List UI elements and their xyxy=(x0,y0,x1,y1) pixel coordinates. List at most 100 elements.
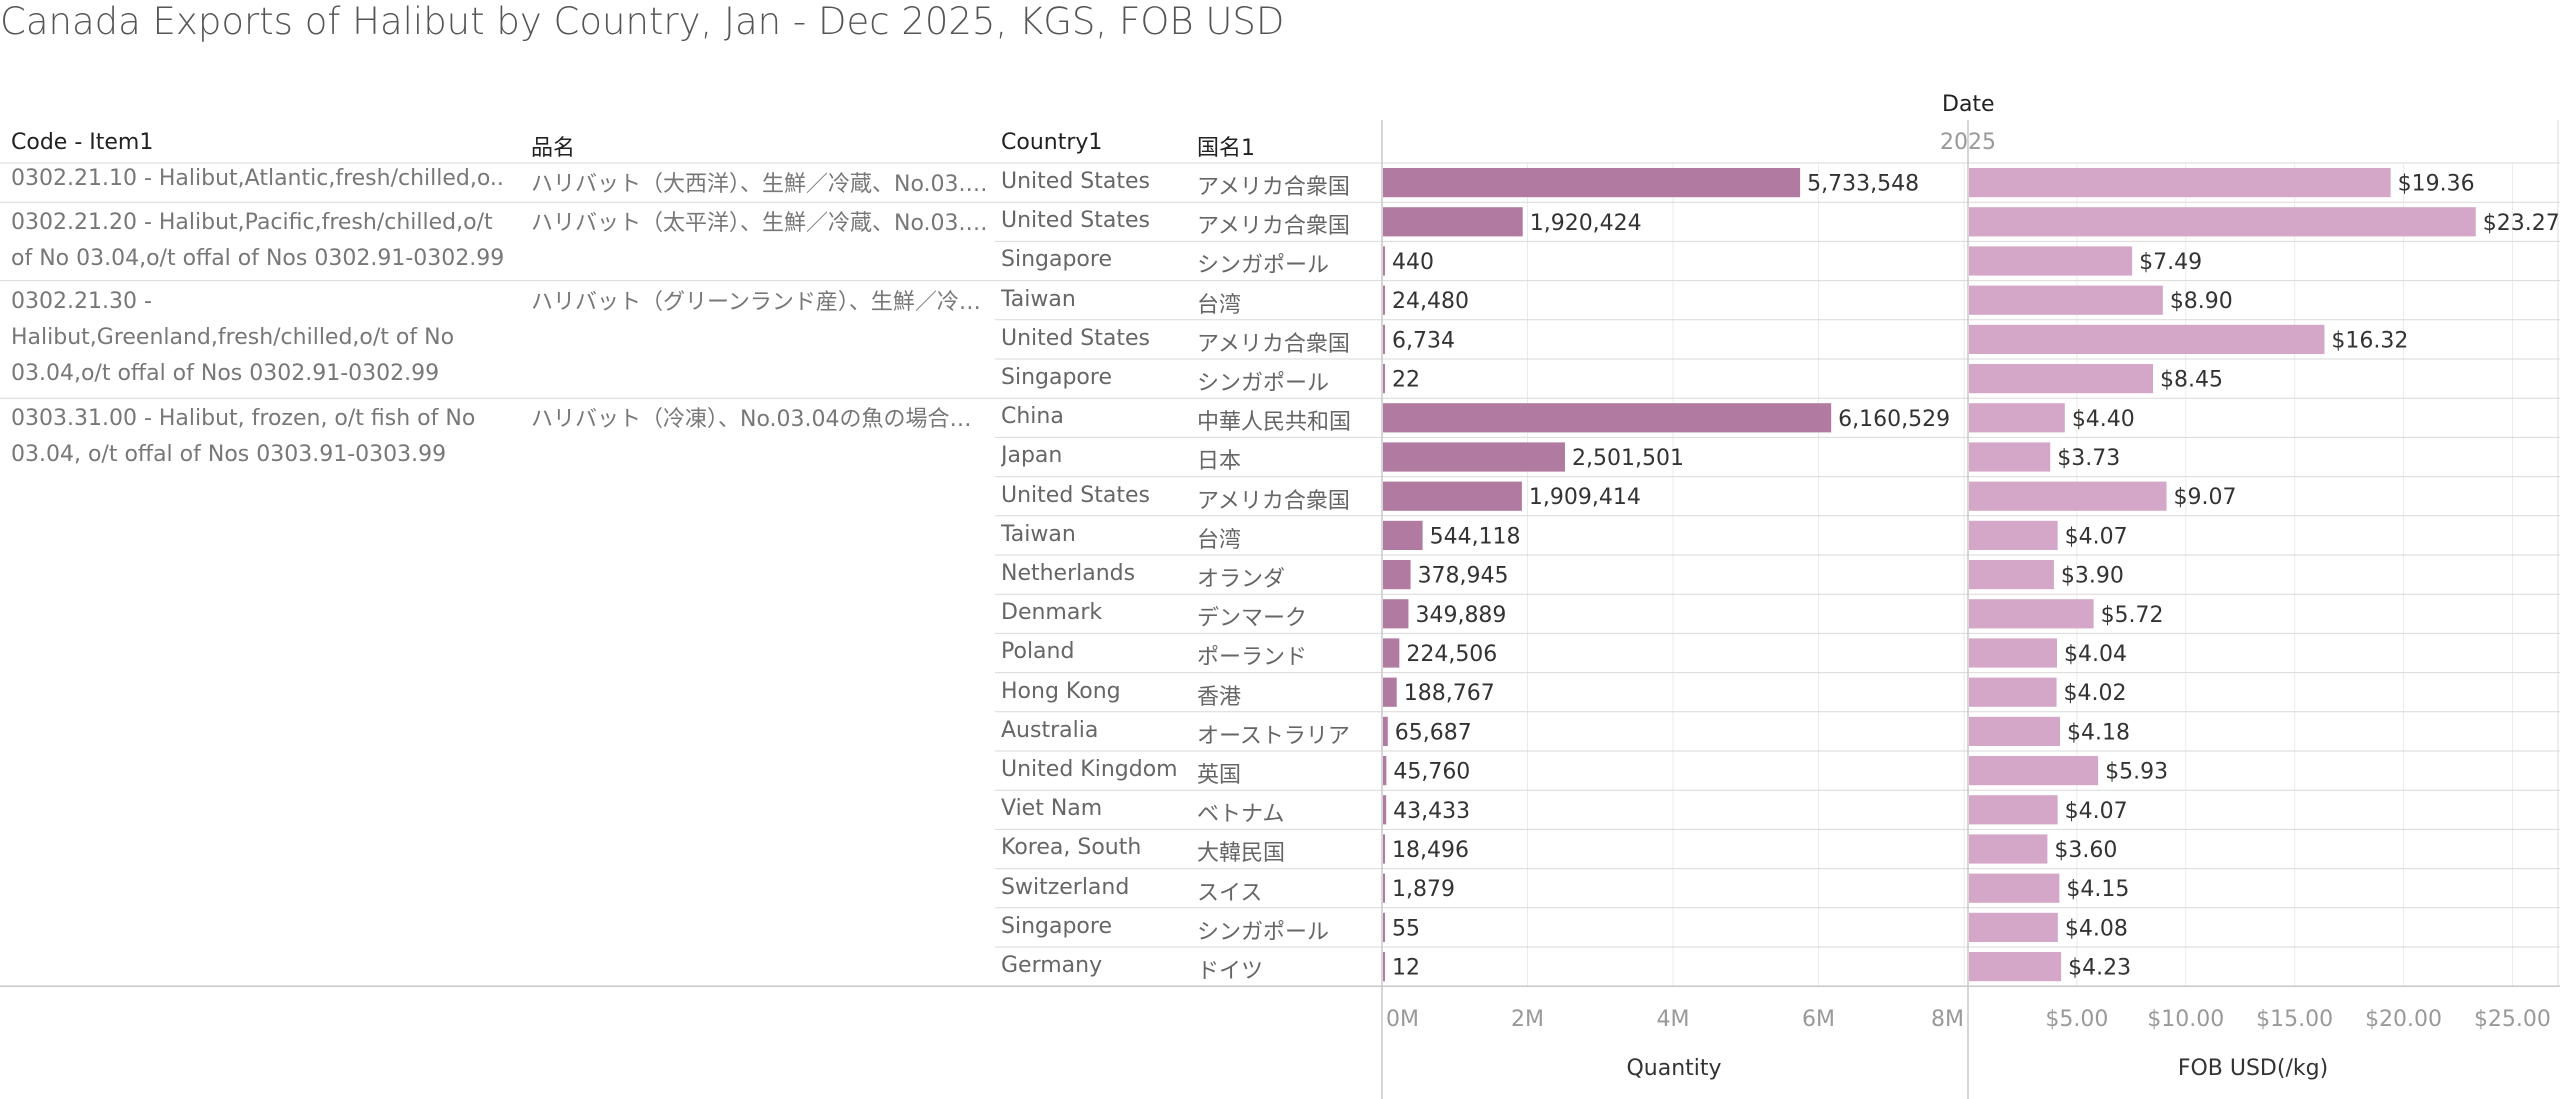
country-jp-cell: シンガポール xyxy=(1197,371,1330,396)
quantity-bar xyxy=(1383,520,1423,550)
fob-bar xyxy=(1969,168,2391,198)
quantity-data-label: 24,480 xyxy=(1392,289,1469,314)
fob-data-label: $4.08 xyxy=(2065,916,2128,941)
quantity-data-label: 22 xyxy=(1392,368,1420,393)
quantity-bar xyxy=(1383,324,1385,354)
fob-bar xyxy=(1969,795,2058,825)
country-cell: Singapore xyxy=(1001,247,1112,273)
fob-bar xyxy=(1969,324,2325,354)
fob-data-label: $9.07 xyxy=(2174,485,2237,510)
quantity-bar xyxy=(1383,873,1385,903)
quantity-tick-label: 2M xyxy=(1511,1007,1544,1032)
fob-bar xyxy=(1969,285,2163,315)
fob-bar xyxy=(1969,599,2094,629)
fob-data-label: $3.90 xyxy=(2061,564,2124,589)
country-jp-cell: 中華人民共和国 xyxy=(1197,410,1352,436)
country-cell: Hong Kong xyxy=(1001,678,1121,704)
code-item-cell: 0302.21.10 - Halibut,Atlantic,fresh/chil… xyxy=(11,166,504,191)
fob-bar xyxy=(1969,638,2057,668)
quantity-data-label: 18,496 xyxy=(1392,838,1469,863)
country-cell: United States xyxy=(1001,169,1150,194)
header-date: Date xyxy=(1942,92,1995,117)
country-jp-cell: 大韓民国 xyxy=(1197,841,1286,867)
country-cell: Viet Nam xyxy=(1001,796,1103,822)
fob-bar xyxy=(1969,952,2062,982)
country-cell: Korea, South xyxy=(1001,835,1142,861)
fob-tick-label: $5.00 xyxy=(2045,1007,2108,1032)
fob-bar xyxy=(1969,756,2099,786)
quantity-data-label: 55 xyxy=(1392,916,1420,941)
quantity-data-label: 440 xyxy=(1392,250,1434,275)
country-cell: Netherlands xyxy=(1001,561,1136,586)
country-cell: Denmark xyxy=(1001,600,1103,626)
country-cell: Germany xyxy=(1001,953,1103,978)
quantity-bar xyxy=(1383,364,1385,394)
country-cell: Taiwan xyxy=(1001,286,1076,312)
quantity-tick-label: 4M xyxy=(1657,1007,1690,1032)
country-jp-cell: ベトナム xyxy=(1197,802,1285,828)
quantity-tick-label: 0M xyxy=(1386,1007,1419,1032)
quantity-data-label: 544,118 xyxy=(1430,524,1521,549)
fob-data-label: $4.40 xyxy=(2072,407,2135,432)
country-jp-cell: 台湾 xyxy=(1197,292,1242,318)
quantity-data-label: 349,889 xyxy=(1415,603,1506,628)
quantity-data-label: 1,909,414 xyxy=(1529,485,1641,510)
fob-tick-label: $10.00 xyxy=(2147,1007,2224,1032)
country-cell: Japan xyxy=(1001,443,1063,469)
quantity-data-label: 188,767 xyxy=(1404,681,1495,706)
country-jp-cell: スイス xyxy=(1197,880,1263,906)
item-name-jp-cell: ハリバット（太平洋）、生鮮／冷蔵、No.03.0.. xyxy=(531,211,993,237)
quantity-data-label: 224,506 xyxy=(1406,642,1497,667)
fob-bar xyxy=(1969,207,2476,237)
quantity-tick-label: 8M xyxy=(1931,1007,1964,1032)
quantity-data-label: 6,160,529 xyxy=(1838,407,1950,432)
fob-data-label: $16.32 xyxy=(2331,328,2408,353)
fob-bar xyxy=(1969,912,2058,942)
country-jp-cell: オランダ xyxy=(1197,567,1286,592)
quantity-bar xyxy=(1383,834,1385,864)
quantity-data-label: 378,945 xyxy=(1418,564,1509,589)
fob-data-label: $5.72 xyxy=(2101,603,2164,628)
country-jp-cell: 英国 xyxy=(1197,763,1242,788)
header-country: Country1 xyxy=(1001,130,1103,155)
quantity-bar xyxy=(1383,403,1832,433)
country-cell: Taiwan xyxy=(1001,521,1076,547)
fob-bar xyxy=(1969,481,2167,511)
country-cell: United States xyxy=(1001,482,1150,508)
quantity-bar xyxy=(1383,638,1400,668)
country-jp-cell: 香港 xyxy=(1197,684,1242,710)
country-jp-cell: デンマーク xyxy=(1197,606,1308,632)
quantity-bar xyxy=(1383,795,1387,825)
fob-data-label: $4.02 xyxy=(2064,681,2127,706)
quantity-bar xyxy=(1383,207,1523,237)
country-jp-cell: アメリカ合衆国 xyxy=(1197,488,1350,514)
fob-data-label: $4.15 xyxy=(2066,877,2129,902)
quantity-bar xyxy=(1383,442,1565,472)
country-cell: United Kingdom xyxy=(1001,757,1178,782)
country-cell: China xyxy=(1001,404,1064,430)
country-jp-cell: シンガポール xyxy=(1197,919,1330,945)
fob-bar xyxy=(1969,873,2060,903)
country-cell: Singapore xyxy=(1001,913,1112,939)
quantity-bar xyxy=(1383,168,1801,198)
country-cell: Singapore xyxy=(1001,365,1112,390)
quantity-bar xyxy=(1383,677,1397,707)
country-jp-cell: 日本 xyxy=(1197,449,1242,475)
quantity-bar xyxy=(1383,246,1385,276)
item-name-jp-cell: ハリバット（冷凍）、No.03.04の魚の場合、N.. xyxy=(531,407,993,433)
fob-data-label: $7.49 xyxy=(2139,250,2202,275)
quantity-data-label: 12 xyxy=(1392,956,1420,981)
fob-bar xyxy=(1969,403,2065,433)
fob-data-label: $8.90 xyxy=(2170,289,2233,314)
quantity-data-label: 65,687 xyxy=(1395,720,1472,745)
quantity-bar xyxy=(1383,912,1385,942)
code-item-cell: 0302.21.30 - Halibut,Greenland,fresh/chi… xyxy=(11,288,455,386)
quantity-axis-title: Quantity xyxy=(1626,1056,1721,1081)
quantity-data-label: 1,920,424 xyxy=(1530,211,1642,236)
fob-bar xyxy=(1969,677,2057,707)
quantity-bar xyxy=(1383,599,1409,629)
fob-data-label: $8.45 xyxy=(2160,368,2223,393)
country-cell: Switzerland xyxy=(1001,874,1130,900)
country-jp-cell: アメリカ合衆国 xyxy=(1197,331,1350,357)
